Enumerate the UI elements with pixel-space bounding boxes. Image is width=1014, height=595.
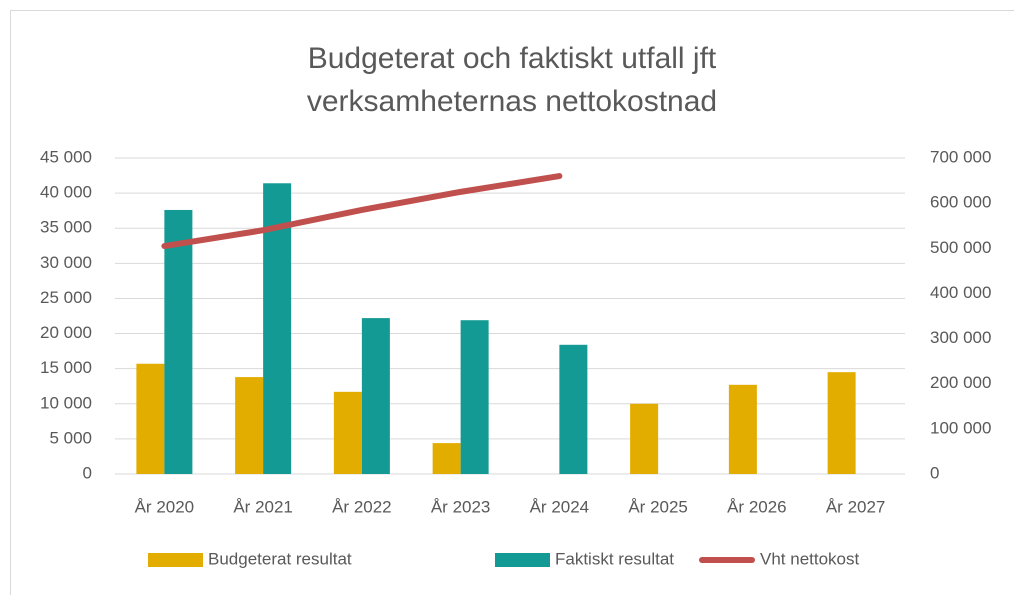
legend-label: Faktiskt resultat [555,549,674,568]
y2-tick-label: 500 000 [930,238,991,257]
y-tick-label: 25 000 [40,288,92,307]
x-tick-label: År 2023 [431,497,491,516]
y2-tick-label: 700 000 [930,147,991,166]
y-tick-label: 20 000 [40,323,92,342]
x-tick-label: År 2022 [332,497,392,516]
y2-tick-label: 0 [930,463,939,482]
legend-label: Vht nettokost [760,549,860,568]
y-tick-label: 40 000 [40,183,92,202]
x-tick-label: År 2021 [233,497,293,516]
x-tick-label: År 2020 [135,497,195,516]
y-tick-label: 5 000 [49,428,92,447]
y-tick-label: 30 000 [40,253,92,272]
chart-border [10,10,1014,595]
bar [361,318,390,474]
bar [559,344,588,474]
legend-label: Budgeterat resultat [208,549,352,568]
y2-tick-label: 100 000 [930,418,991,437]
bar [333,391,362,474]
y-tick-label: 0 [83,463,92,482]
bar [164,209,193,474]
bar [827,372,856,474]
bar [460,320,489,474]
bar [235,377,264,474]
x-tick-label: År 2026 [727,497,787,516]
y2-tick-label: 200 000 [930,373,991,392]
chart-title: Budgeterat och faktiskt utfall jft [308,42,717,75]
chart-title: verksamheternas nettokostnad [307,85,717,118]
y-tick-label: 45 000 [40,147,92,166]
bar [630,403,659,474]
bar [136,363,165,474]
legend-swatch [148,553,203,567]
x-tick-label: År 2024 [530,497,590,516]
bar [728,384,757,474]
y2-tick-label: 400 000 [930,283,991,302]
y-tick-label: 10 000 [40,393,92,412]
x-tick-label: År 2027 [826,497,886,516]
y2-tick-label: 300 000 [930,328,991,347]
y2-tick-label: 600 000 [930,193,991,212]
legend-swatch [495,553,550,567]
bar [432,443,461,474]
x-tick-label: År 2025 [628,497,688,516]
y-tick-label: 35 000 [40,218,92,237]
y-tick-label: 15 000 [40,358,92,377]
line [161,173,563,250]
